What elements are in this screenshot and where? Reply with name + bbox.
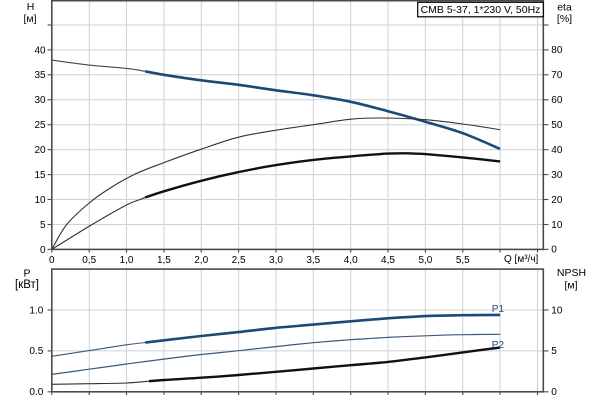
svg-text:70: 70 [551, 70, 563, 81]
svg-text:35: 35 [34, 70, 46, 81]
svg-text:0: 0 [49, 255, 55, 266]
svg-text:2,5: 2,5 [232, 255, 246, 266]
svg-text:50: 50 [551, 120, 563, 131]
svg-text:0.0: 0.0 [29, 387, 43, 398]
svg-text:eta: eta [557, 1, 572, 13]
svg-text:15: 15 [34, 170, 46, 181]
svg-text:10: 10 [34, 195, 46, 206]
svg-text:1,5: 1,5 [157, 255, 171, 266]
svg-text:40: 40 [551, 145, 563, 156]
svg-text:NPSH: NPSH [557, 267, 586, 279]
svg-text:20: 20 [34, 145, 46, 156]
svg-text:P1: P1 [492, 304, 505, 315]
svg-text:Q [м³/ч]: Q [м³/ч] [504, 254, 539, 265]
svg-text:20: 20 [551, 195, 563, 206]
svg-text:0: 0 [551, 245, 557, 256]
svg-text:10: 10 [551, 305, 563, 316]
svg-text:5: 5 [40, 220, 46, 231]
svg-text:[кВт]: [кВт] [15, 279, 39, 291]
svg-text:60: 60 [551, 95, 563, 106]
svg-text:40: 40 [34, 45, 46, 56]
svg-text:H: H [27, 1, 35, 13]
svg-text:25: 25 [34, 120, 46, 131]
svg-text:[м]: [м] [564, 279, 577, 291]
svg-text:P: P [23, 268, 30, 280]
svg-text:30: 30 [551, 170, 563, 181]
svg-text:5,0: 5,0 [418, 255, 432, 266]
svg-text:0.5: 0.5 [29, 346, 43, 357]
svg-text:CMB 5-37, 1*230 V, 50Hz: CMB 5-37, 1*230 V, 50Hz [421, 4, 541, 16]
svg-text:0: 0 [40, 245, 46, 256]
svg-text:30: 30 [34, 95, 46, 106]
svg-text:1.0: 1.0 [29, 305, 43, 316]
svg-text:0,5: 0,5 [82, 255, 96, 266]
svg-text:4,0: 4,0 [344, 255, 358, 266]
svg-text:80: 80 [551, 45, 563, 56]
svg-text:1,0: 1,0 [120, 255, 134, 266]
svg-text:[%]: [%] [557, 13, 572, 25]
svg-text:3,0: 3,0 [269, 255, 283, 266]
svg-text:2,0: 2,0 [194, 255, 208, 266]
svg-text:10: 10 [551, 220, 563, 231]
svg-text:5,5: 5,5 [456, 255, 470, 266]
svg-text:0: 0 [551, 387, 557, 398]
svg-text:[м]: [м] [23, 13, 36, 25]
svg-text:P2: P2 [492, 340, 505, 351]
svg-text:4,5: 4,5 [381, 255, 395, 266]
svg-text:3,5: 3,5 [306, 255, 320, 266]
svg-text:5: 5 [551, 346, 557, 357]
